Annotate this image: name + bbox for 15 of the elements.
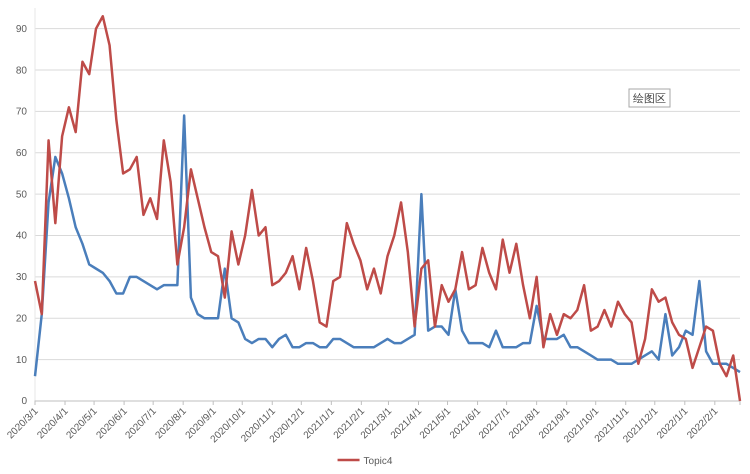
- y-tick-label: 80: [16, 65, 28, 76]
- y-tick-label: 30: [16, 272, 28, 284]
- y-tick-label: 50: [16, 189, 28, 200]
- callout-box: 绘图区: [628, 88, 670, 108]
- y-tick-label: 20: [16, 313, 28, 324]
- line-series: [34, 15, 742, 402]
- y-tick-label: 90: [16, 24, 28, 35]
- y-tick-label: 70: [16, 106, 28, 118]
- y-tick-label: 40: [16, 230, 28, 242]
- line-series: [34, 114, 742, 378]
- legend-label: Topic4: [364, 456, 393, 467]
- y-tick-label: 10: [16, 354, 28, 366]
- y-tick-label: 60: [16, 148, 28, 159]
- annotation: 绘图区: [633, 92, 666, 105]
- y-tick-label: 0: [21, 396, 28, 408]
